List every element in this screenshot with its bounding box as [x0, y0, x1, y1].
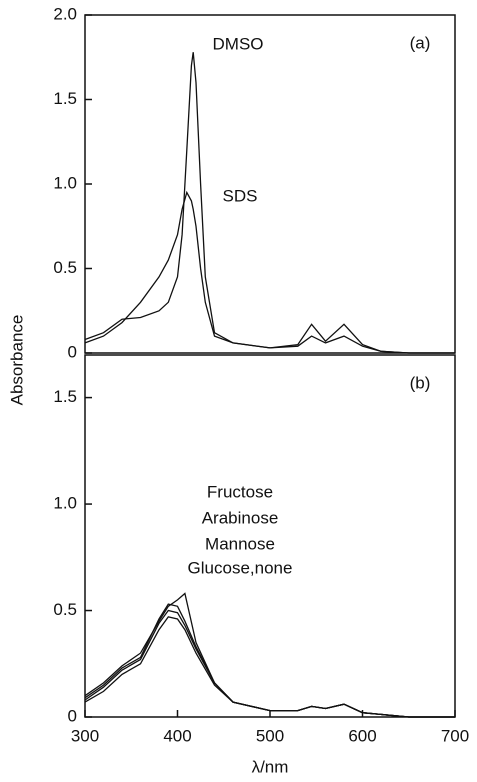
y-tick-label: 1.5: [53, 387, 77, 406]
y-tick-label: 0: [68, 342, 77, 361]
x-tick-label: 700: [441, 726, 469, 745]
series-label: Glucose,none: [188, 558, 293, 577]
series-label: DMSO: [213, 34, 264, 53]
y-tick-label: 0: [68, 706, 77, 725]
spectrum-line: [84, 190, 455, 354]
panel-label: (a): [410, 33, 431, 52]
x-tick-label: 600: [348, 726, 376, 745]
y-tick-label: 1.0: [53, 173, 77, 192]
x-tick-label: 500: [256, 726, 284, 745]
spectrum-line: [84, 592, 455, 718]
series-label: SDS: [223, 186, 258, 205]
y-axis-label: Absorbance: [7, 315, 26, 406]
series-label: Fructose: [207, 482, 273, 501]
series-label: Arabinose: [202, 508, 279, 527]
y-tick-label: 0.5: [53, 600, 77, 619]
x-tick-label: 400: [163, 726, 191, 745]
series-label: Mannose: [205, 534, 275, 553]
x-axis-label: λ/nm: [252, 757, 289, 776]
spectrum-line: [84, 603, 455, 718]
spectrum-line: [84, 52, 455, 354]
x-tick-label: 300: [71, 726, 99, 745]
y-tick-label: 2.0: [53, 4, 77, 23]
panel-label: (b): [410, 373, 431, 392]
y-tick-label: 0.5: [53, 258, 77, 277]
spectrum-line: [84, 616, 455, 718]
y-tick-label: 1.5: [53, 89, 77, 108]
y-tick-label: 1.0: [53, 494, 77, 513]
